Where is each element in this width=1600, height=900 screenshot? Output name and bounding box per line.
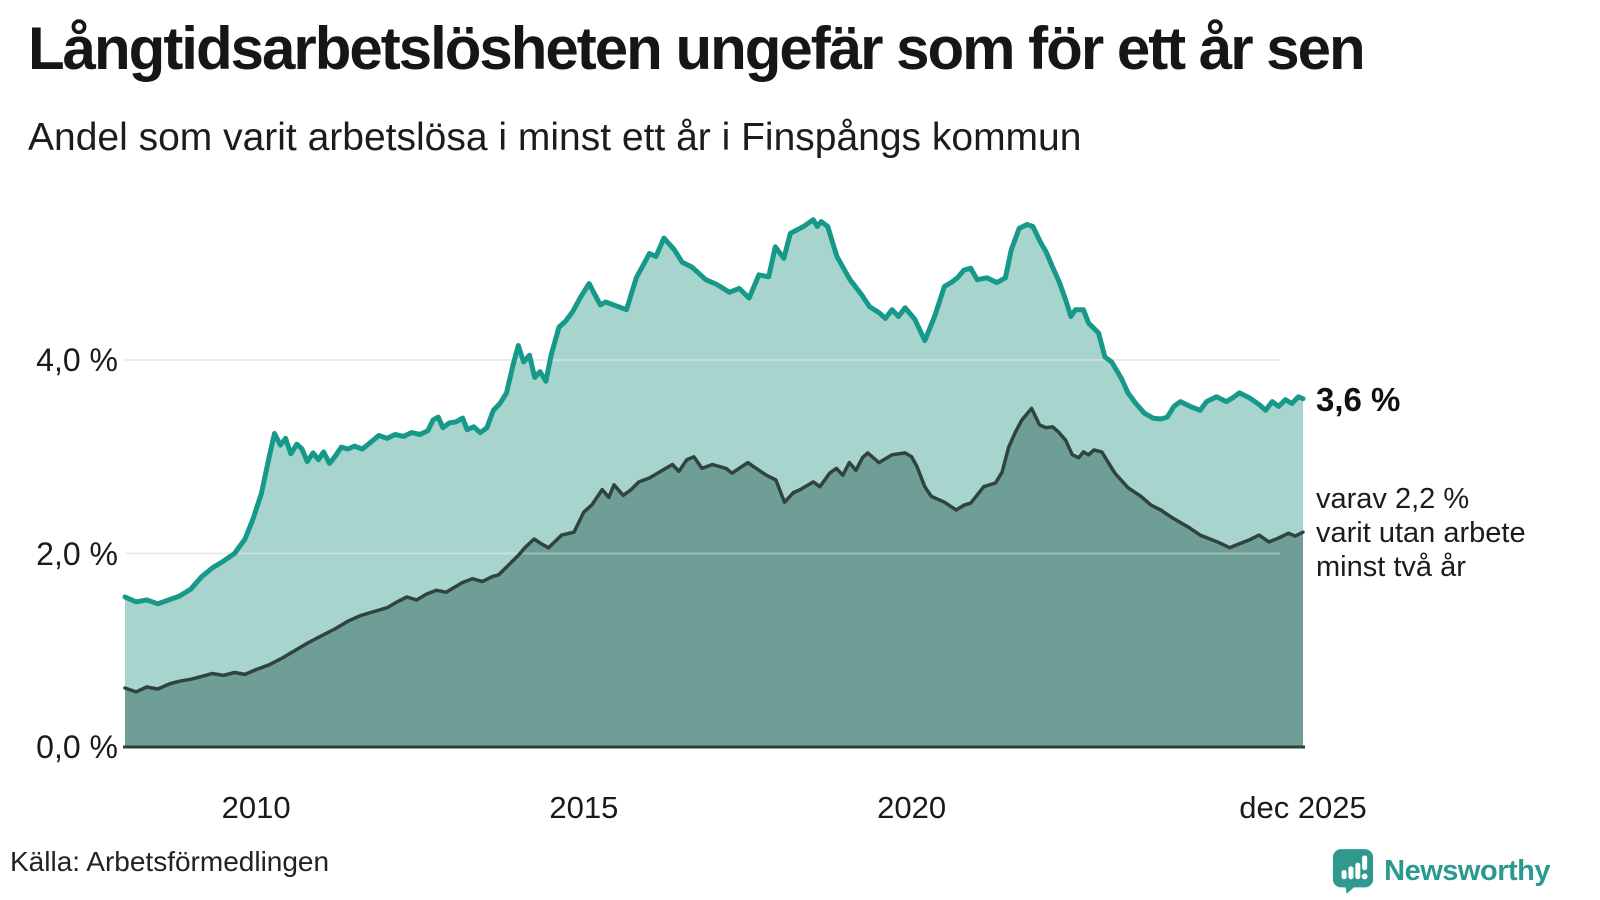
secondary-annotation-line: varit utan arbete [1316,517,1526,549]
end-value-annotation: 3,6 % [1316,381,1401,418]
newsworthy-wordmark: Newsworthy [1384,854,1550,887]
y-tick-label: 4,0 % [36,342,118,378]
secondary-annotation: varav 2,2 % varit utan arbete minst två år [1316,482,1526,584]
page-title: Långtidsarbetslösheten ungefär som för e… [28,15,1366,82]
secondary-annotation-line: varav 2,2 % [1316,483,1470,515]
series-line [122,217,1306,607]
x-tick-label: 2010 [221,790,291,825]
x-tick-label: 2020 [877,790,947,825]
x-tick-label: dec 2025 [1239,790,1367,825]
brand-footer: Newsworthy [1332,848,1550,894]
y-tick-label: 0,0 % [36,729,118,765]
y-tick-label: 2,0 % [36,535,118,572]
series-line [123,406,1305,694]
x-tick-label: 2015 [549,790,619,825]
source-note: Källa: Arbetsförmedlingen [10,846,330,877]
chart-subtitle: Andel som varit arbetslösa i minst ett å… [28,116,1082,159]
area-fill-1 [125,408,1303,747]
secondary-annotation-line: minst två år [1316,551,1466,583]
newsworthy-logo-icon [1333,849,1374,894]
